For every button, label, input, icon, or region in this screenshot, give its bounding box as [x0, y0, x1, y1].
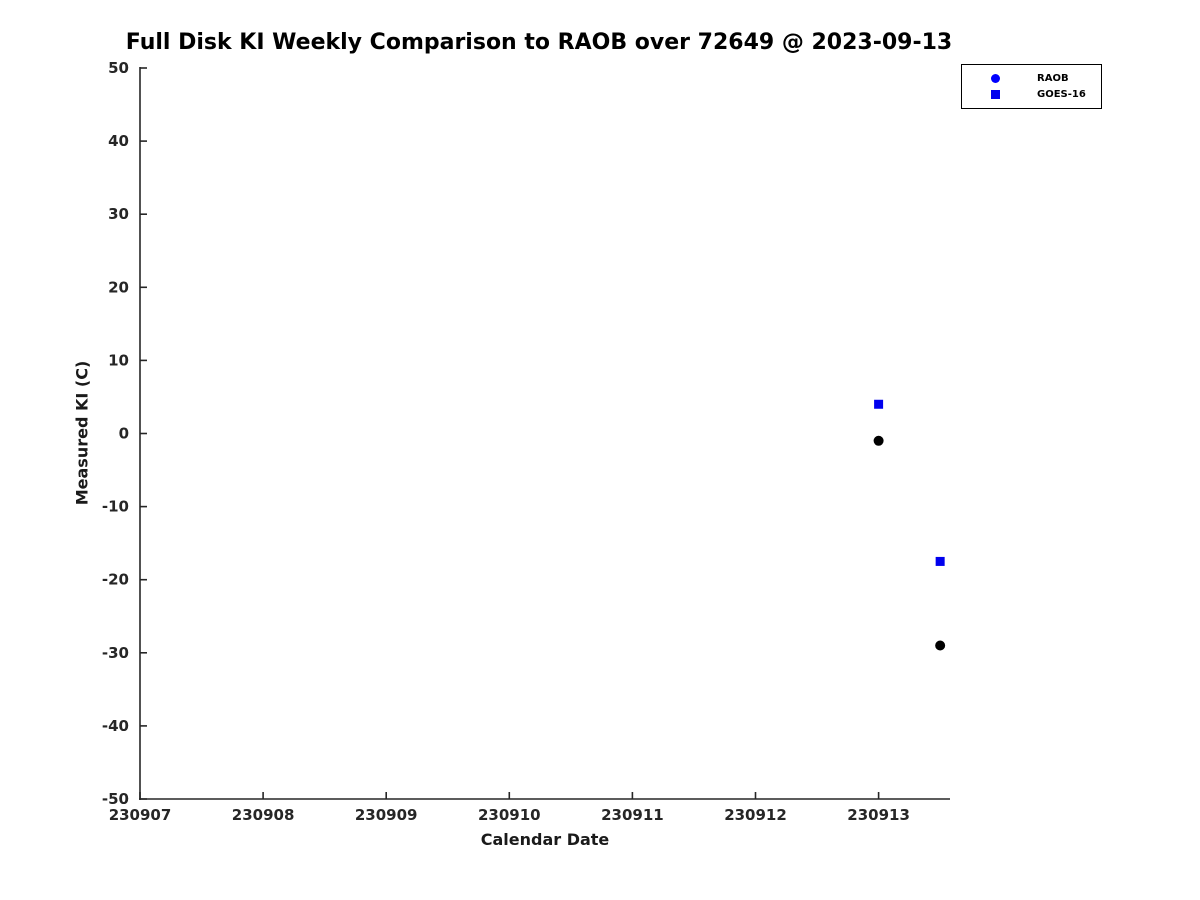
y-tick-label: -30 — [102, 644, 129, 662]
chart-title: Full Disk KI Weekly Comparison to RAOB o… — [125, 30, 953, 55]
y-tick-label: -50 — [102, 790, 129, 808]
x-axis-label: Calendar Date — [480, 830, 610, 849]
goes16-point — [874, 399, 884, 409]
x-tick-label: 230907 — [109, 806, 172, 824]
x-tick-label: 230908 — [232, 806, 295, 824]
x-tick-label: 230910 — [478, 806, 541, 824]
legend-label-raob: RAOB — [1037, 72, 1069, 84]
legend: RAOB GOES-16 — [961, 64, 1102, 109]
x-tick-label: 230911 — [601, 806, 664, 824]
raob-point — [935, 640, 946, 651]
legend-item-goes16: GOES-16 — [962, 86, 1101, 102]
y-tick-label: -10 — [102, 498, 129, 516]
y-tick-label: 30 — [108, 205, 129, 223]
y-tick-label: -20 — [102, 571, 129, 589]
y-tick-label: 50 — [108, 59, 129, 77]
y-tick-label: 10 — [108, 351, 129, 369]
goes16-square-marker-icon — [991, 89, 1000, 99]
y-tick-label: 0 — [119, 425, 129, 443]
y-tick-label: 40 — [108, 132, 129, 150]
legend-label-goes16: GOES-16 — [1037, 88, 1086, 100]
y-tick-label: -40 — [102, 717, 129, 735]
x-tick-label: 230913 — [847, 806, 910, 824]
x-tick-label: 230909 — [355, 806, 418, 824]
y-tick-label: 20 — [108, 278, 129, 296]
goes16-point — [935, 556, 945, 566]
legend-item-raob: RAOB — [962, 70, 1101, 86]
raob-point — [873, 435, 884, 446]
x-tick-label: 230912 — [724, 806, 787, 824]
raob-circle-marker-icon — [991, 73, 1000, 83]
